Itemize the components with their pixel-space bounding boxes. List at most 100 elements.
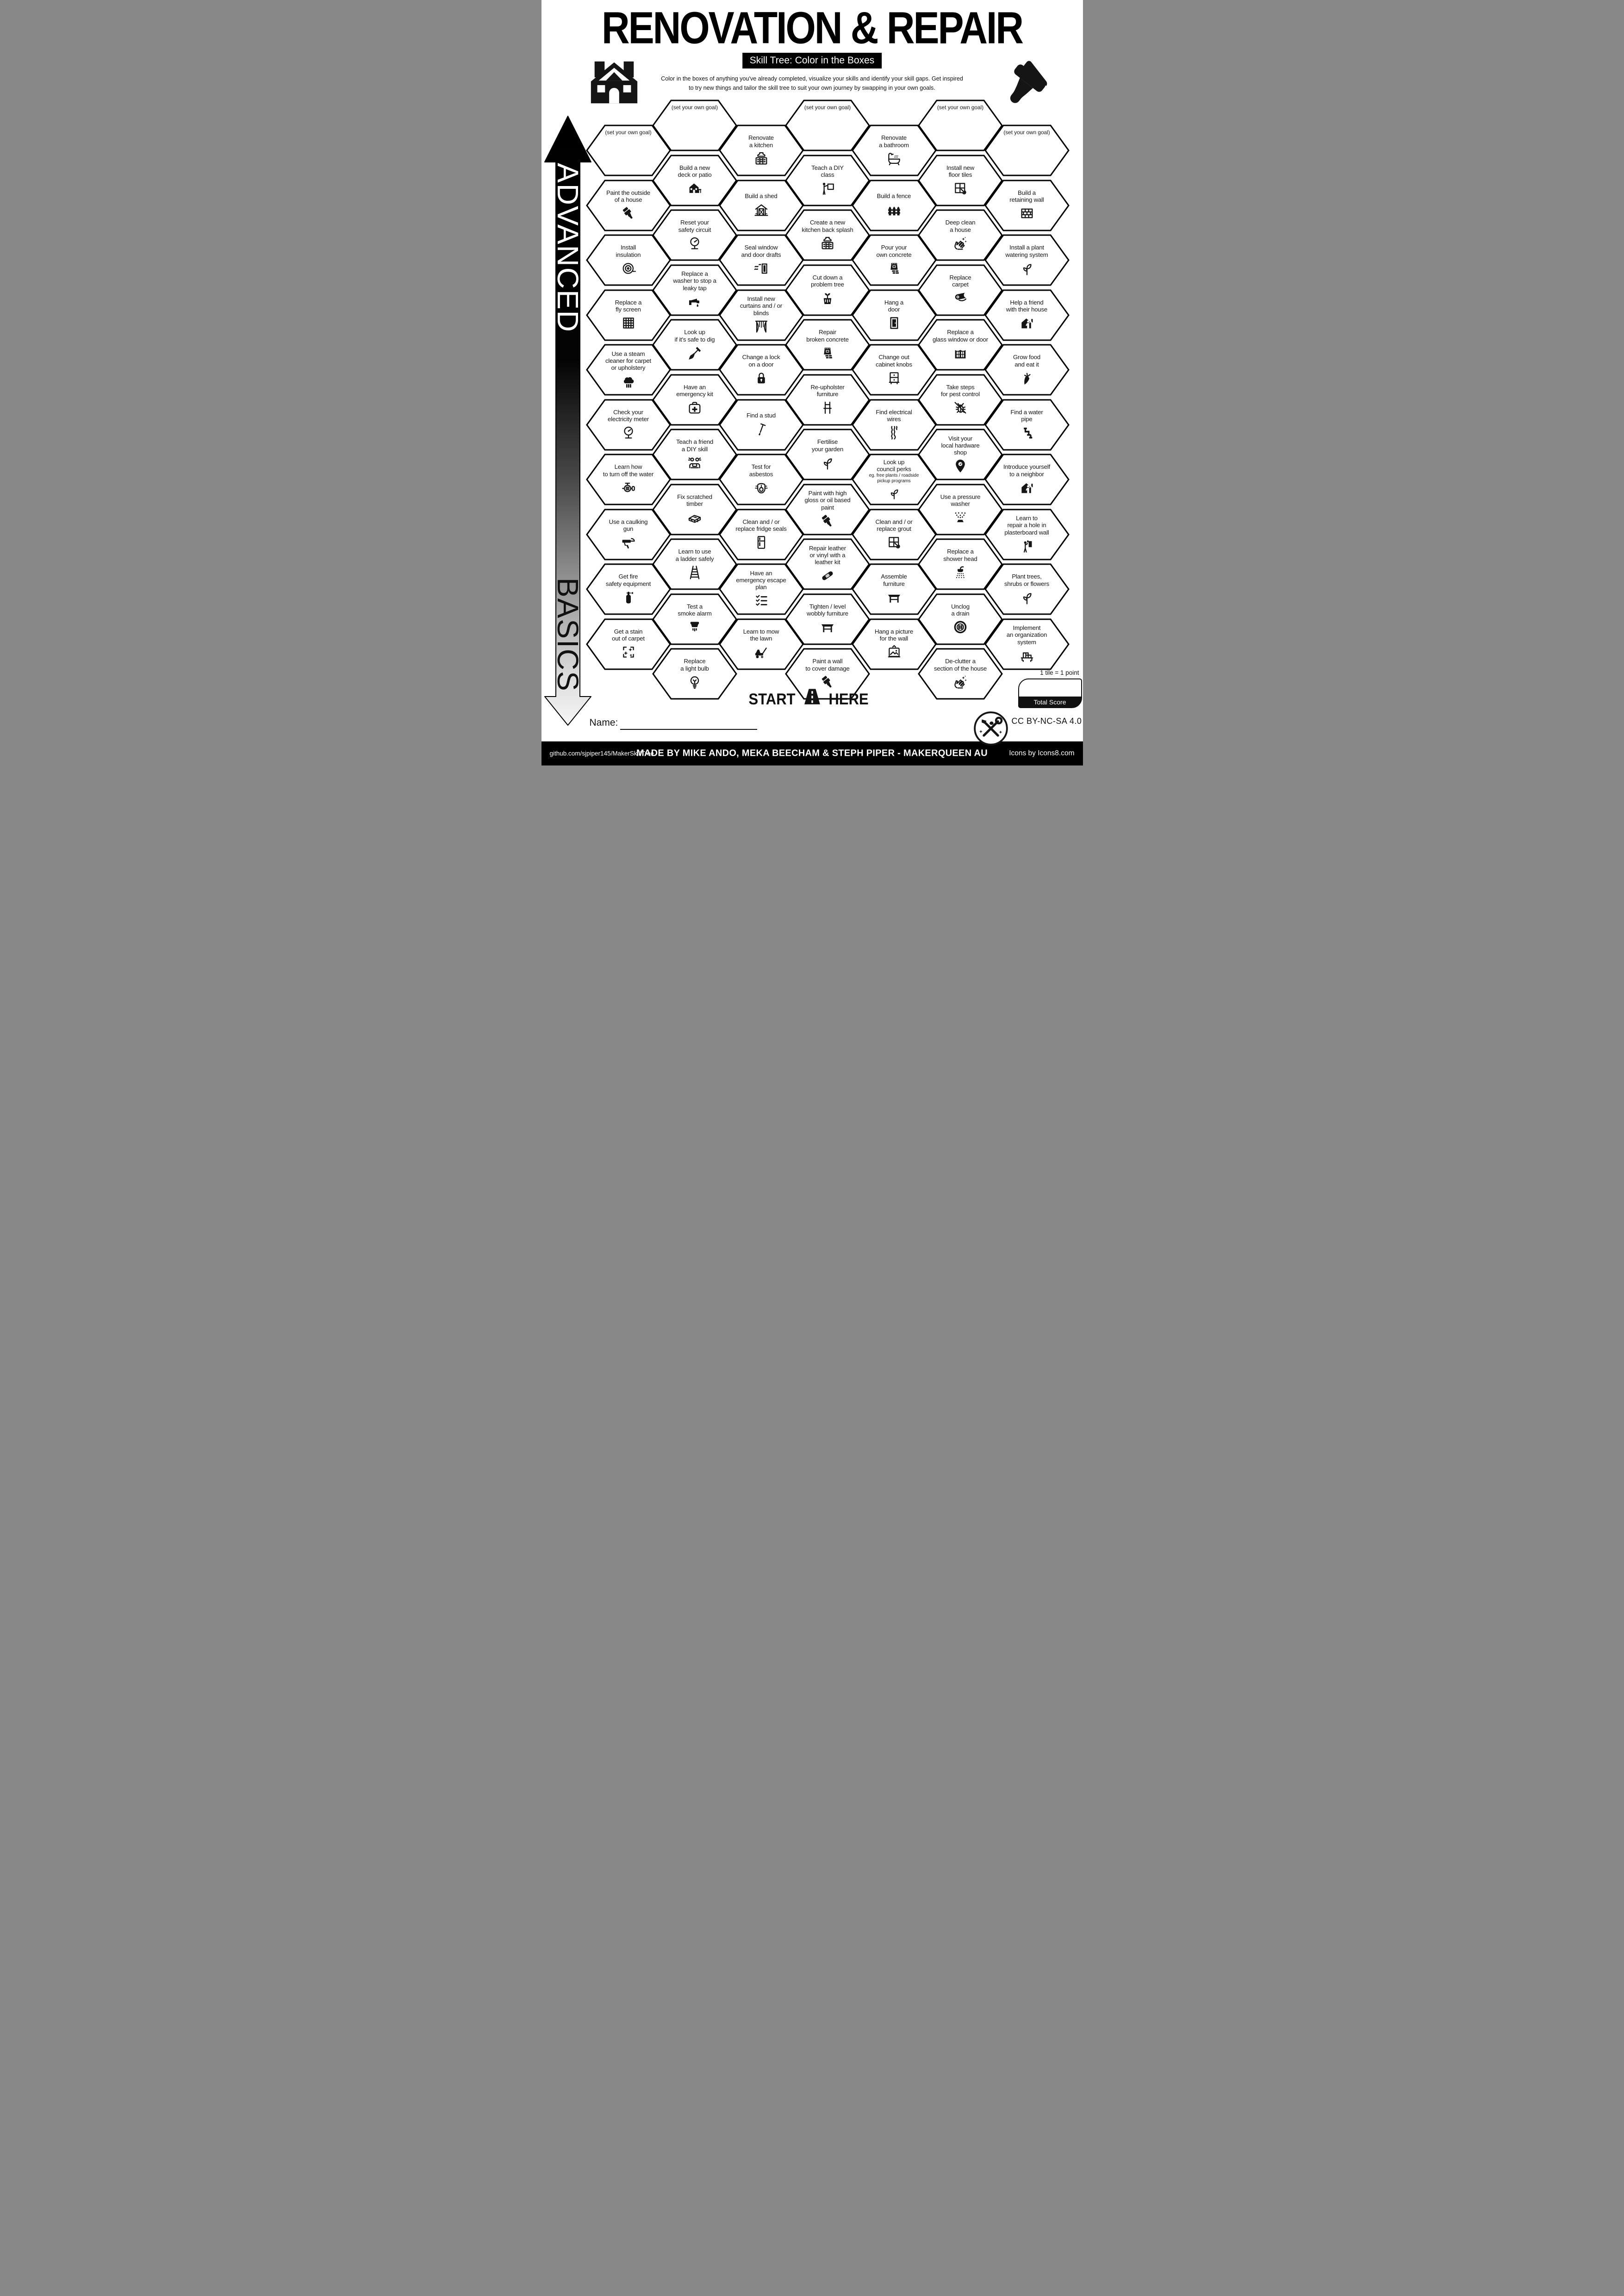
skill-tile[interactable]: Find electrical wires — [851, 399, 937, 451]
skill-tile[interactable]: Teach a friend a DIY skill — [652, 429, 737, 480]
skill-tile[interactable]: Reset your safety circuit — [652, 209, 737, 261]
skill-tile[interactable]: Build a retaining wall — [984, 180, 1070, 231]
footer-repo-link[interactable]: github.com/sjpiper145/MakerSkillTree — [549, 750, 654, 757]
plant-sprout-icon — [890, 489, 898, 499]
skill-tile[interactable]: Cut down a problem tree — [785, 264, 870, 316]
skill-tile[interactable]: Find a stud — [718, 399, 804, 451]
skill-tile[interactable]: Install insulation — [585, 234, 671, 286]
skill-tile[interactable]: Fertilise your garden — [785, 429, 870, 480]
table-icon — [888, 594, 900, 603]
skill-tile[interactable]: Find a water pipe — [984, 399, 1070, 451]
skill-tile[interactable]: Build a new deck or patio — [652, 155, 737, 206]
skill-tile[interactable]: Build a fence — [851, 180, 937, 231]
skill-tile[interactable]: Renovate a bathroom — [851, 124, 937, 176]
skill-tile[interactable]: Change out cabinet knobs — [851, 344, 937, 396]
skill-tile[interactable]: Replace a glass window or door — [918, 319, 1003, 371]
skill-tile[interactable]: Introduce yourself to a neighbor — [984, 454, 1070, 505]
goal-tile[interactable]: (set your own goal) — [984, 124, 1070, 176]
skill-tile[interactable]: Get fire safety equipment — [585, 563, 671, 615]
skill-tile[interactable]: Seal window and door drafts — [718, 234, 804, 286]
skill-tile[interactable]: Learn how to turn off the water — [585, 454, 671, 505]
skill-tile[interactable]: Replace a fly screen — [585, 289, 671, 341]
skill-tile[interactable]: Get a stain out of carpet — [585, 618, 671, 670]
goal-tile[interactable]: (set your own goal) — [652, 100, 737, 151]
skill-tile[interactable]: Check your electricity meter — [585, 399, 671, 451]
skill-tile[interactable]: Install new curtains and / or blinds — [718, 289, 804, 341]
skill-tile[interactable]: Learn to use a ladder safely — [652, 538, 737, 590]
skill-tile[interactable]: Have an emergency kit — [652, 374, 737, 426]
skill-tile[interactable]: Teach a DIY class — [785, 155, 870, 206]
skill-tile[interactable]: Plant trees, shrubs or flowers — [984, 563, 1070, 615]
skill-tile[interactable]: Assemble furniture — [851, 563, 937, 615]
skill-tile[interactable]: Replace a light bulb — [652, 648, 737, 700]
skill-tile[interactable]: Use a pressure washer — [918, 484, 1003, 535]
goal-tile[interactable]: (set your own goal) — [785, 100, 870, 151]
skill-tile[interactable]: Replace a shower head — [918, 538, 1003, 590]
tap-drip-icon — [689, 298, 699, 307]
skill-tile[interactable]: Re-upholster furniture — [785, 374, 870, 426]
fence-icon — [888, 206, 900, 215]
tile-label: Plant trees, shrubs or flowers — [1004, 573, 1049, 587]
skill-tile[interactable]: Implement an organization system — [984, 618, 1070, 670]
skill-tile[interactable]: Replace a washer to stop a leaky tap — [652, 264, 737, 316]
tile-label: Learn to use a ladder safely — [675, 548, 714, 562]
skill-tile[interactable]: Look up council perks eg. free plants / r… — [851, 454, 937, 505]
skill-tile[interactable]: Install new floor tiles — [918, 155, 1003, 206]
timber-plank-icon — [688, 515, 701, 523]
fire-extinguisher-icon — [626, 591, 633, 604]
skill-tile[interactable]: Look up if it's safe to dig — [652, 319, 737, 371]
tile-label: Assemble furniture — [881, 573, 907, 587]
skill-tile[interactable]: Clean and / or replace fridge seals — [718, 509, 804, 560]
house-logo-icon — [591, 61, 637, 104]
skill-tile[interactable]: Have an emergency escape plan — [718, 563, 804, 615]
tile-label: Check your electricity meter — [608, 408, 649, 423]
skill-tile[interactable]: Deep clean a house — [918, 209, 1003, 261]
skill-tile[interactable]: Use a caulking gun — [585, 509, 671, 560]
skill-tile[interactable]: Learn to repair a hole in plasterboard w… — [984, 509, 1070, 560]
skill-tile[interactable]: Hang a picture for the wall — [851, 618, 937, 670]
tile-label: (set your own goal) — [804, 104, 851, 111]
name-input-line[interactable] — [620, 729, 757, 730]
skill-tile[interactable]: Help a friend with their house — [984, 289, 1070, 341]
skill-tile[interactable]: Fix scratched timber — [652, 484, 737, 535]
plaster-repair-icon — [1023, 540, 1032, 553]
skill-tile[interactable]: De-clutter a section of the house — [918, 648, 1003, 700]
skill-tile[interactable]: Use a steam cleaner for carpet or uphols… — [585, 344, 671, 396]
goal-tile[interactable]: (set your own goal) — [918, 100, 1003, 151]
checklist-icon — [755, 595, 767, 606]
skill-tile[interactable]: Repair leather or vinyl with a leather k… — [785, 538, 870, 590]
skill-tile[interactable]: Repair broken concrete — [785, 319, 870, 371]
tile-label: Paint the outside of a house — [606, 189, 650, 203]
tile-label: (set your own goal) — [671, 104, 718, 111]
skill-tile[interactable]: Build a shed — [718, 180, 804, 231]
skill-tile[interactable]: Learn to mow the lawn — [718, 618, 804, 670]
skill-tile[interactable]: Change a lock on a door — [718, 344, 804, 396]
fridge-seal-icon — [757, 536, 765, 549]
goal-tile[interactable]: (set your own goal) — [585, 124, 671, 176]
skill-tile[interactable]: Install a plant watering system — [984, 234, 1070, 286]
skill-tile[interactable]: Tighten / level wobbly furniture — [785, 593, 870, 645]
skill-tile[interactable]: Grow food and eat it — [984, 344, 1070, 396]
skill-tile[interactable]: Paint with high gloss or oil based paint — [785, 484, 870, 535]
skill-tile[interactable]: Paint the outside of a house — [585, 180, 671, 231]
page-description: Color in the boxes of anything you've al… — [661, 75, 963, 91]
skill-tile[interactable]: Renovate a kitchen — [718, 124, 804, 176]
picture-frame-icon — [888, 645, 900, 658]
skill-tile[interactable]: Replace carpet — [918, 264, 1003, 316]
tile-label: Build a new deck or patio — [678, 164, 712, 178]
skill-tile[interactable]: Create a new kitchen back splash — [785, 209, 870, 261]
skill-tile[interactable]: Visit your local hardware shop — [918, 429, 1003, 480]
footer-icons-credit[interactable]: Icons by Icons8.com — [1009, 749, 1075, 757]
tile-label: Look up if it's safe to dig — [674, 329, 715, 343]
skill-tile[interactable]: Test for asbestos — [718, 454, 804, 505]
total-score-box[interactable]: Total Score — [1018, 678, 1082, 708]
skill-tile[interactable]: Hang a door — [851, 289, 937, 341]
tile-label: Create a new kitchen back splash — [802, 219, 853, 233]
skill-tile[interactable]: Clean and / or replace grout — [851, 509, 937, 560]
skill-tile[interactable]: Test a smoke alarm — [652, 593, 737, 645]
tile-label: Find electrical wires — [876, 408, 912, 423]
skill-tile[interactable]: Paint a wall to cover damage — [785, 648, 870, 700]
skill-tile[interactable]: Unclog a drain — [918, 593, 1003, 645]
skill-tile[interactable]: Pour your own concrete — [851, 234, 937, 286]
skill-tile[interactable]: Take steps for pest control — [918, 374, 1003, 426]
